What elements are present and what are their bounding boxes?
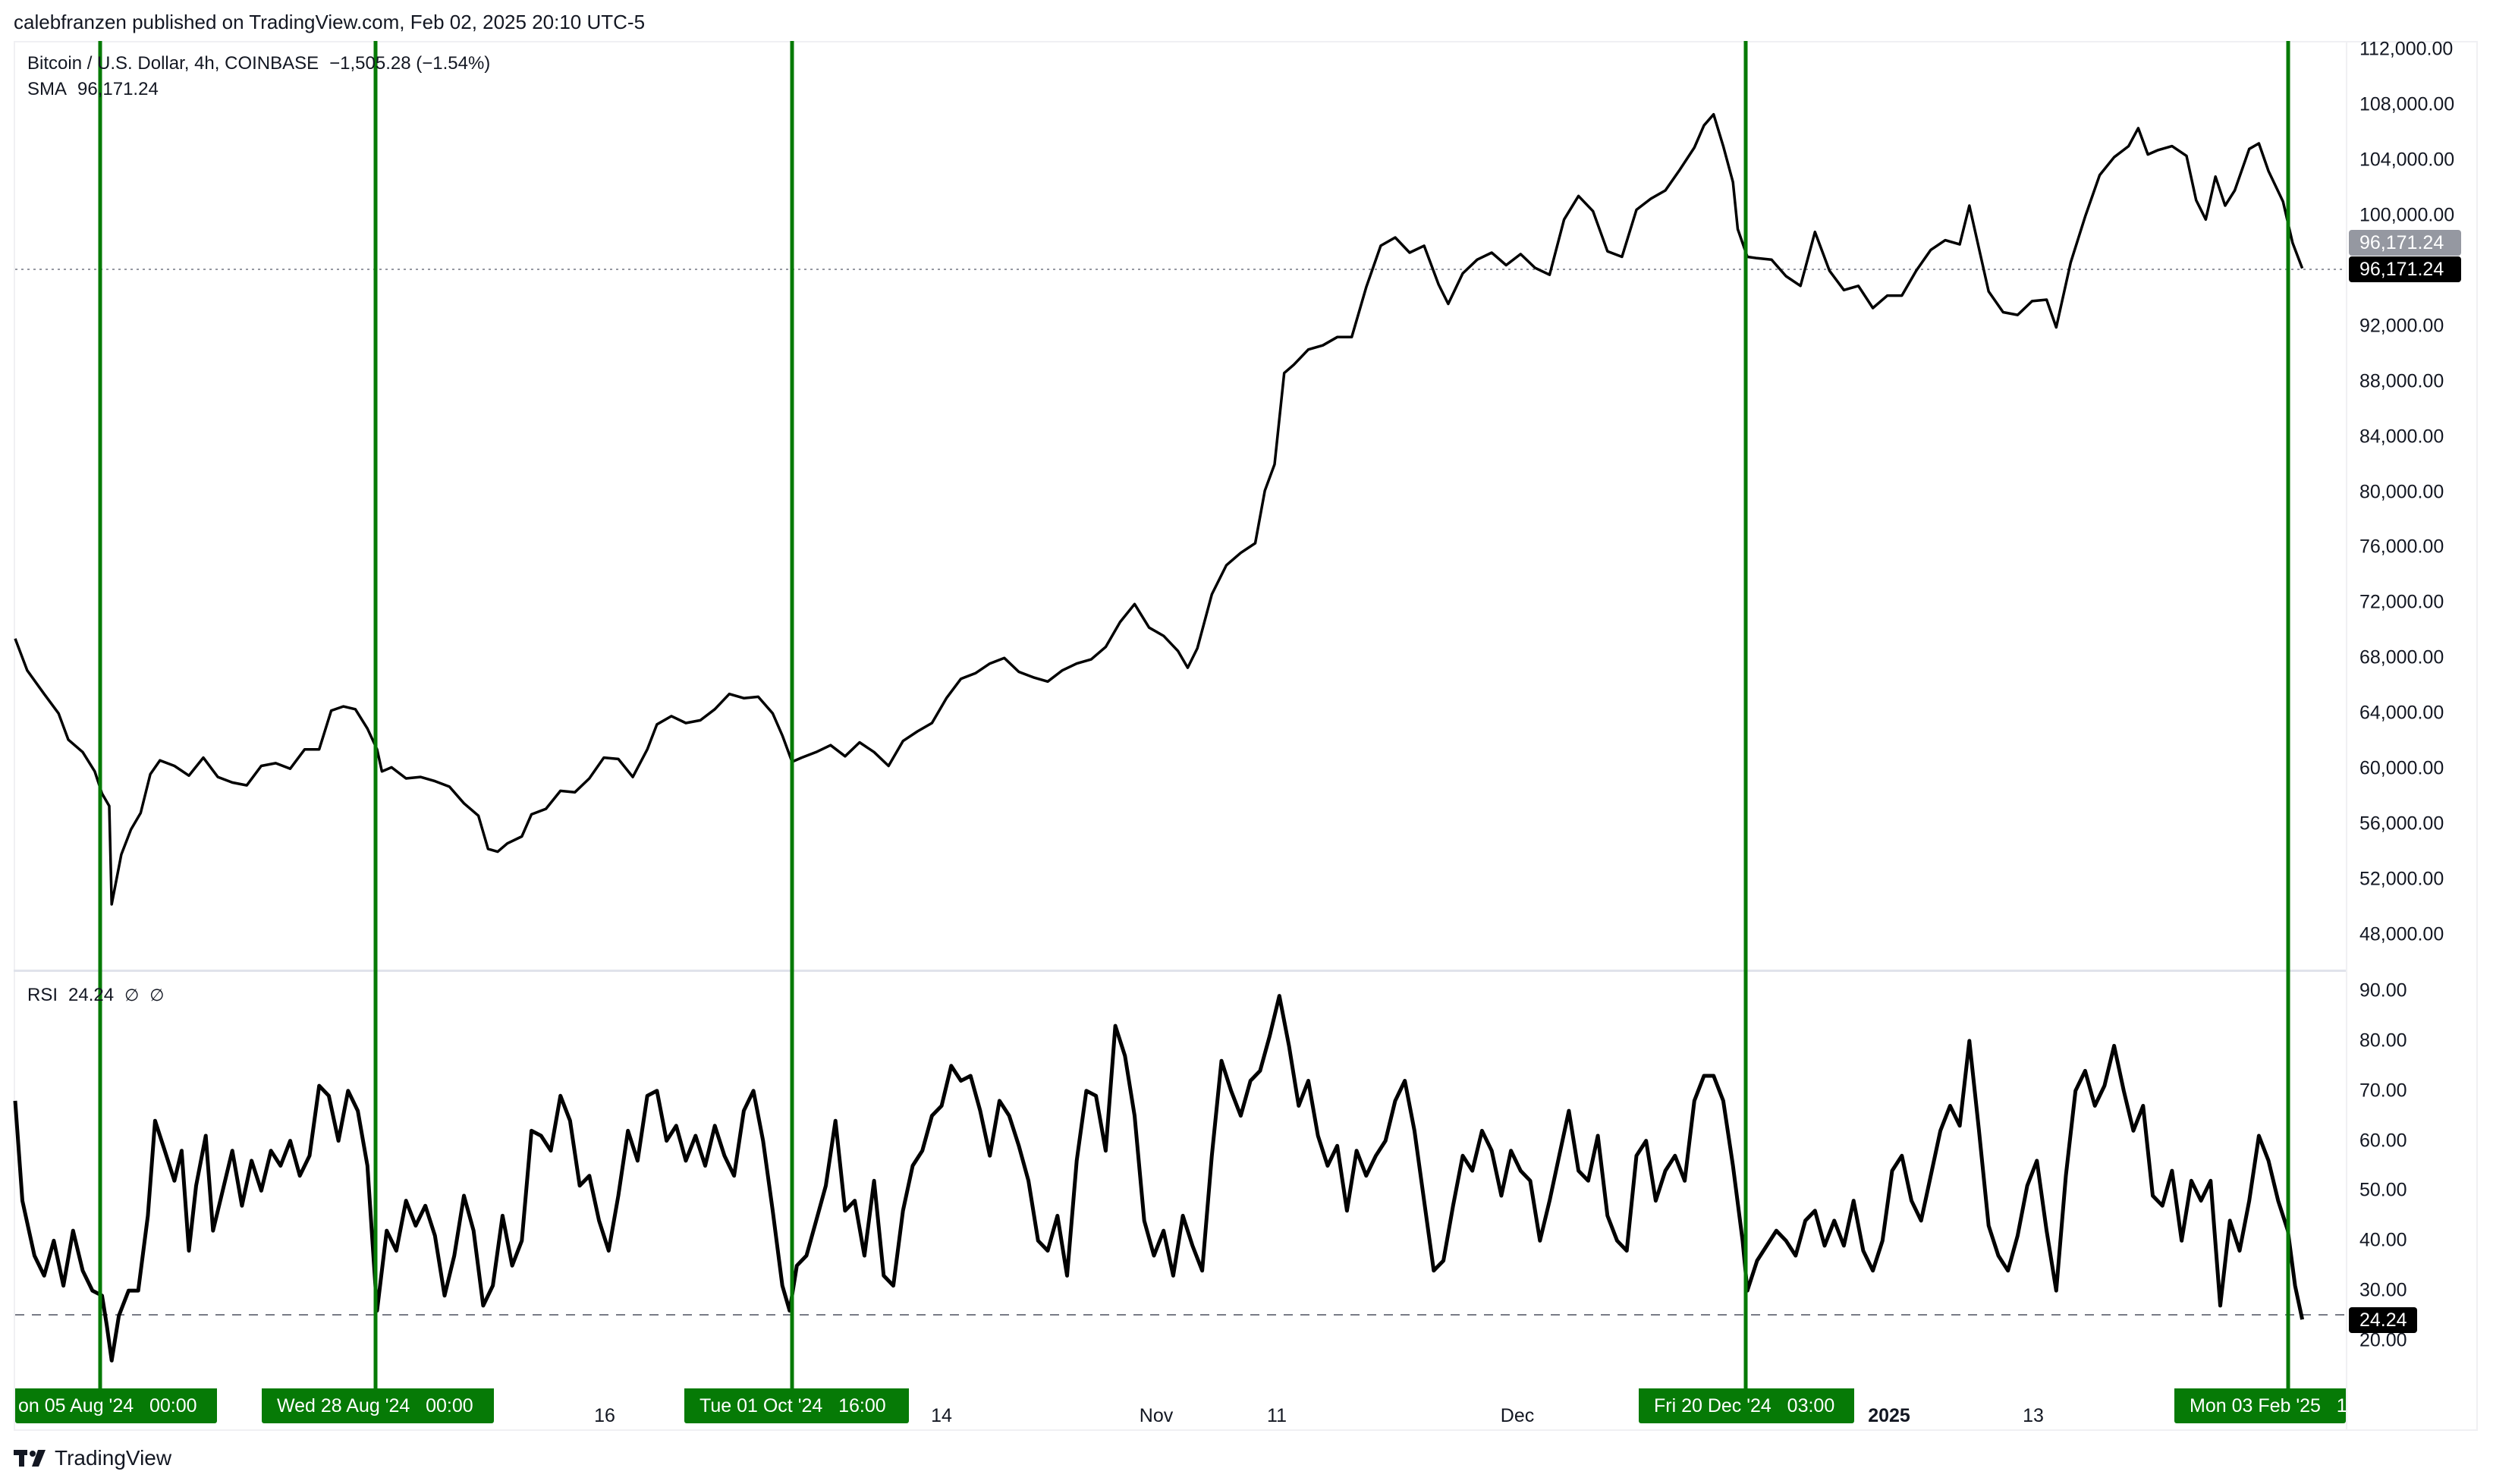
- rsi-axis-tick: 80.00: [2359, 1030, 2407, 1052]
- price-axis-tick: 52,000.00: [2359, 868, 2444, 890]
- rsi-legend: RSI 24.24 ∅ ∅: [27, 985, 164, 1006]
- rsi-value-tag: 24.24: [2349, 1307, 2417, 1333]
- rsi-label: RSI: [27, 985, 58, 1005]
- price-axis-tick: 60,000.00: [2359, 757, 2444, 779]
- time-axis-tick: 16: [594, 1405, 615, 1426]
- publisher-caption: calebfranzen published on TradingView.co…: [14, 11, 646, 33]
- time-marker-label[interactable]: on 05 Aug '24 00:00: [15, 1388, 217, 1423]
- sma-value: 96,171.24: [77, 79, 159, 99]
- time-axis-tick: 14: [931, 1405, 952, 1426]
- time-axis-tick: 11: [1267, 1405, 1287, 1426]
- price-axis-tick: 48,000.00: [2359, 923, 2444, 945]
- price-axis-tick: 92,000.00: [2359, 315, 2444, 337]
- price-axis-tick: 100,000.00: [2359, 204, 2455, 226]
- time-axis-tick: Nov: [1139, 1405, 1174, 1426]
- price-axis-tick: 80,000.00: [2359, 481, 2444, 502]
- chart-frame: [14, 41, 2478, 1431]
- rsi-axis-tick: 40.00: [2359, 1229, 2407, 1251]
- time-marker-label[interactable]: Wed 28 Aug '24 00:00: [262, 1388, 494, 1423]
- price-axis-tick: 88,000.00: [2359, 370, 2444, 392]
- price-axis-tick: 84,000.00: [2359, 426, 2444, 448]
- time-marker-label[interactable]: Tue 01 Oct '24 16:00: [684, 1388, 909, 1423]
- time-axis-tick: 13: [2023, 1405, 2044, 1426]
- price-legend: Bitcoin / U.S. Dollar, 4h, COINBASE −1,50…: [27, 53, 490, 74]
- price-axis-tick: 56,000.00: [2359, 813, 2444, 835]
- price-axis-tick: 112,000.00: [2359, 38, 2454, 60]
- pane-divider[interactable]: [14, 970, 2346, 972]
- last-price-tag: 96,171.24: [2349, 256, 2461, 282]
- price-axis-tick: 68,000.00: [2359, 646, 2444, 668]
- vertical-marker-lines: [98, 41, 2290, 1390]
- sma-legend: SMA 96,171.24: [27, 79, 159, 100]
- time-marker-label[interactable]: Fri 20 Dec '24 03:00: [1639, 1388, 1854, 1423]
- price-change: −1,505.28 (−1.54%): [329, 53, 491, 74]
- rsi-axis-tick: 30.00: [2359, 1279, 2407, 1301]
- rsi-axis-tick: 50.00: [2359, 1179, 2407, 1201]
- tradingview-logo-icon: [14, 1450, 46, 1467]
- rsi-series-line: [13, 994, 2305, 1363]
- price-axis-tick: 104,000.00: [2359, 149, 2455, 171]
- rsi-axis-tick: 70.00: [2359, 1080, 2407, 1102]
- price-axis-tick: 108,000.00: [2359, 93, 2455, 115]
- brand-label: TradingView: [55, 1446, 172, 1470]
- symbol-label: Bitcoin / U.S. Dollar, 4h, COINBASE: [27, 53, 319, 74]
- rsi-na-icon: ∅: [149, 986, 165, 1005]
- time-axis-tick: 2025: [1868, 1405, 1910, 1426]
- tradingview-brand[interactable]: TradingView: [14, 1446, 171, 1470]
- price-series-line: [14, 112, 2304, 906]
- time-marker-label[interactable]: Mon 03 Feb '25 1: [2174, 1388, 2346, 1423]
- rsi-axis-tick: 90.00: [2359, 979, 2407, 1001]
- price-axis-tick: 64,000.00: [2359, 702, 2444, 724]
- sma-price-tag: 96,171.24: [2349, 230, 2461, 256]
- price-axis-tick: 76,000.00: [2359, 536, 2444, 558]
- rsi-axis-tick: 20.00: [2359, 1329, 2407, 1351]
- time-axis-tick: Dec: [1500, 1405, 1535, 1426]
- rsi-value: 24.24: [68, 985, 115, 1005]
- sma-label: SMA: [27, 79, 68, 99]
- price-axis-tick: 72,000.00: [2359, 591, 2444, 613]
- rsi-axis-tick: 60.00: [2359, 1130, 2407, 1152]
- rsi-na-icon: ∅: [124, 986, 140, 1005]
- price-axis-separator: [2346, 41, 2347, 1431]
